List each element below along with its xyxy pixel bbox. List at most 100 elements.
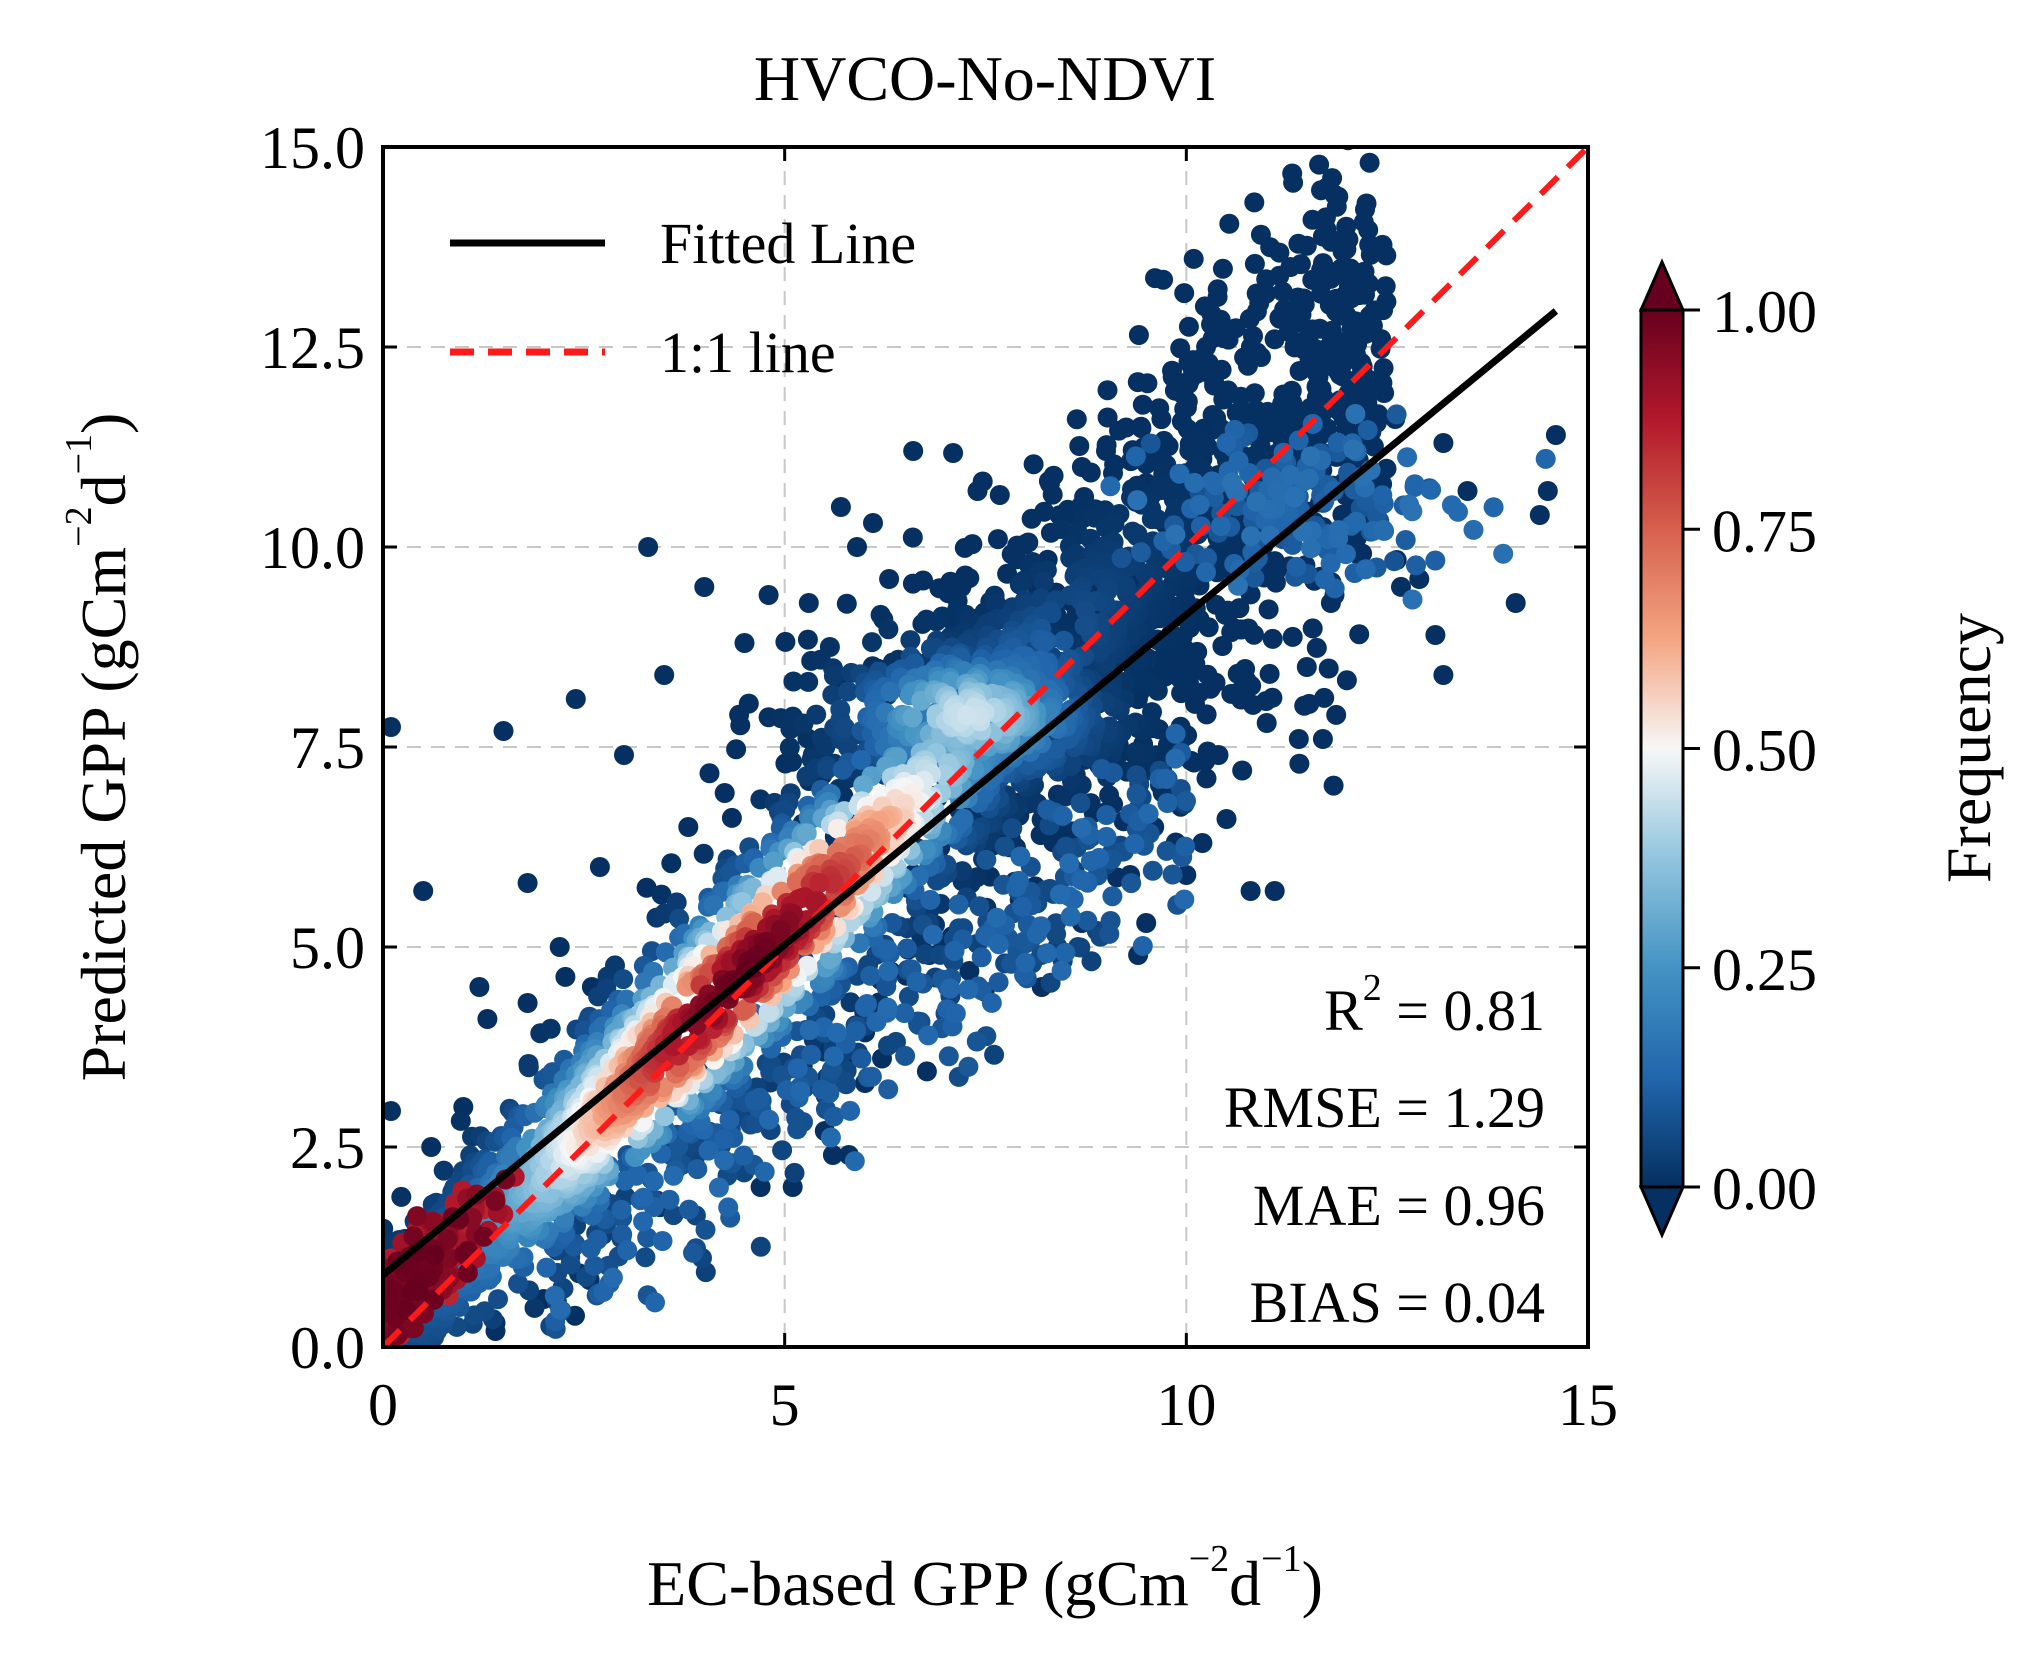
scatter-point (817, 759, 838, 780)
scatter-point (1334, 119, 1354, 139)
reference-lines (383, 147, 1588, 1347)
scatter-point (612, 1224, 633, 1245)
scatter-point (1116, 417, 1137, 438)
scatter-point (834, 717, 855, 738)
scatter-point (918, 1025, 939, 1046)
scatter-point (1080, 462, 1101, 483)
scatter-point (1174, 889, 1195, 910)
scatter-point (391, 1186, 412, 1207)
scatter-point (750, 1177, 771, 1197)
scatter-point (1397, 447, 1418, 468)
scatter-point (1111, 548, 1132, 569)
scatter-point (920, 638, 941, 659)
scatter-point (407, 1206, 428, 1227)
scatter-point (1126, 741, 1146, 762)
colorbar-top-extend (1638, 258, 1686, 312)
fitted-line (383, 308, 1559, 1278)
colorbar-tick-label: 0.00 (1712, 1156, 1817, 1222)
scatter-point (1124, 833, 1145, 854)
scatter-point (1196, 768, 1217, 789)
scatter-point (718, 1197, 739, 1218)
scatter-point (1096, 805, 1117, 825)
scatter-point (878, 1079, 899, 1100)
scatter-point (1042, 484, 1063, 505)
scatter-point (1126, 765, 1147, 786)
scatter-point (708, 1177, 729, 1198)
scatter-point (895, 1045, 916, 1066)
scatter-point (819, 949, 840, 970)
scatter-point (894, 1003, 915, 1023)
scatter-point (424, 1244, 445, 1265)
scatter-point (958, 1056, 979, 1077)
scatter-point (1321, 268, 1341, 289)
scatter-point (1153, 269, 1174, 290)
scatter-point (549, 937, 570, 957)
stat-bias: BIAS = 0.04 (1250, 1270, 1545, 1335)
scatter-point (878, 961, 899, 982)
scatter-point (758, 1002, 779, 1022)
scatter-point (1015, 952, 1036, 973)
scatter-point (1212, 258, 1233, 279)
y-tick-label: 7.5 (290, 715, 365, 781)
scatter-point (408, 1281, 429, 1302)
colorbar-tick-label: 0.75 (1712, 498, 1817, 564)
scatter-point (560, 1254, 581, 1275)
scatter-point (945, 1003, 966, 1024)
scatter-point (823, 1106, 844, 1127)
scatter-point (1342, 122, 1362, 142)
scatter-point (1406, 555, 1426, 576)
scatter-point (1373, 358, 1394, 379)
scatter-point (819, 1083, 840, 1104)
scatter-point (1323, 775, 1344, 796)
scatter-point (1463, 519, 1484, 540)
scatter-point (694, 577, 715, 597)
scatter-point (1196, 562, 1216, 583)
scatter-point (902, 707, 923, 728)
scatter-point (1320, 553, 1341, 574)
scatter-point (1349, 624, 1370, 645)
scatter-point (981, 992, 1002, 1013)
scatter-point (876, 976, 897, 997)
scatter-point (952, 861, 973, 882)
scatter-point (1374, 113, 1394, 133)
scatter-point (1328, 520, 1349, 541)
scatter-point (1282, 626, 1303, 647)
scatter-point (938, 1046, 959, 1067)
scatter-point (1294, 695, 1315, 716)
scatter-point (1216, 809, 1237, 829)
scatter-point (944, 940, 965, 961)
scatter-point (721, 807, 742, 828)
scatter-point (1010, 846, 1031, 867)
scatter-point (1142, 860, 1163, 881)
scatter-point (1070, 937, 1091, 958)
scatter-point (862, 632, 882, 653)
scatter-point (1175, 836, 1196, 857)
scatter-point (1288, 729, 1309, 749)
scatter-point (413, 881, 434, 901)
scatter-point (1061, 753, 1082, 773)
scatter-point (1219, 213, 1240, 234)
scatter-point (1384, 551, 1405, 572)
scatter-point (1331, 73, 1351, 93)
chart-title: HVCO-No-NDVI (754, 43, 1216, 114)
scatter-point (633, 1211, 654, 1232)
scatter-point (714, 783, 735, 803)
scatter-point (1099, 785, 1120, 806)
scatter-point (1127, 490, 1148, 511)
scatter-point (1228, 451, 1249, 472)
scatter-point (759, 1109, 780, 1130)
scatter-points (383, 73, 1566, 1347)
scatter-point (524, 1297, 545, 1318)
colorbar-tick-label: 0.50 (1712, 718, 1817, 784)
scatter-point (1051, 960, 1072, 981)
scatter-point (879, 569, 900, 589)
scatter-point (1176, 791, 1196, 811)
scatter-point (643, 1171, 664, 1191)
scatter-point (976, 849, 997, 870)
scatter-point (840, 1100, 861, 1121)
scatter-point (1216, 432, 1237, 453)
scatter-point (1091, 759, 1112, 779)
scatter-point (614, 745, 634, 765)
scatter-point (1141, 509, 1162, 530)
scatter-point (1327, 432, 1348, 453)
